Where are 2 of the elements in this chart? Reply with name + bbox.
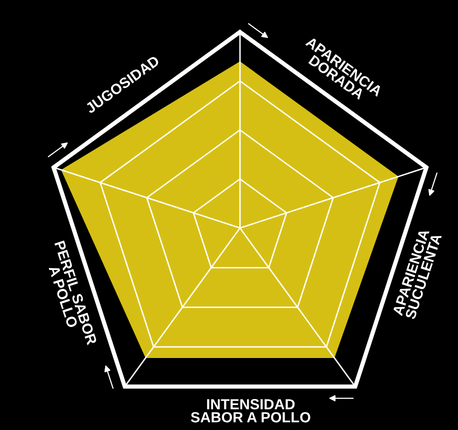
spoke-label: PERFIL SABOR A POLLO [48,240,98,346]
spoke-label: INTENSIDAD SABOR A POLLO [190,399,310,422]
